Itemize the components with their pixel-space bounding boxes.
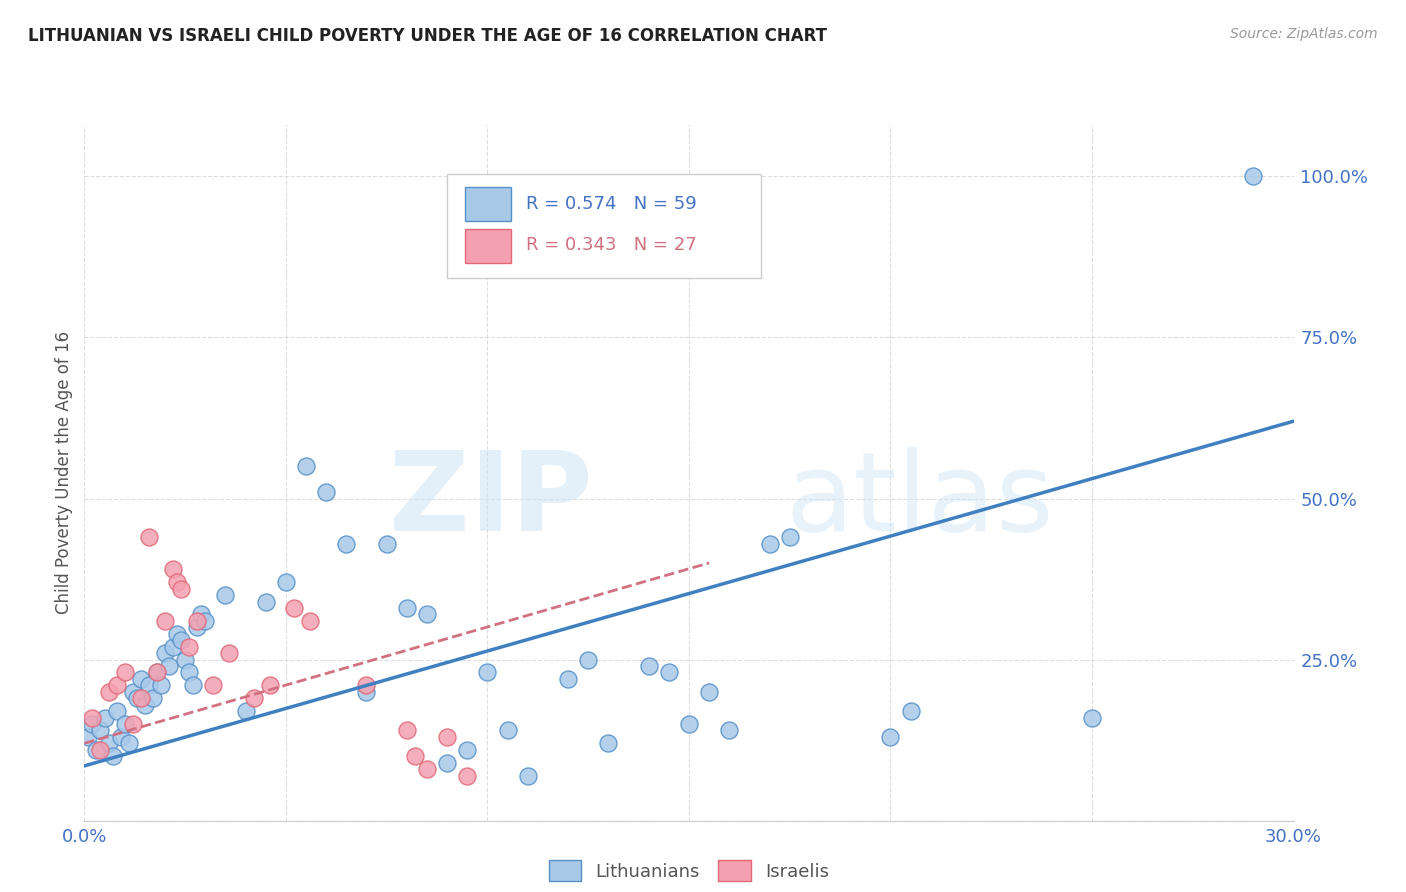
Point [138, 678, 160, 692]
Point [186, 620, 208, 634]
Point [477, 665, 499, 680]
Point [129, 672, 152, 686]
Point [186, 614, 208, 628]
Text: ZIP: ZIP [389, 447, 592, 554]
Point [105, 704, 128, 718]
Point [259, 678, 281, 692]
Point [404, 749, 426, 764]
Point [118, 736, 141, 750]
Point [138, 530, 160, 544]
Point [218, 646, 240, 660]
Point [456, 768, 478, 782]
FancyBboxPatch shape [465, 187, 512, 221]
Point [101, 749, 124, 764]
Point [174, 652, 197, 666]
Point [170, 633, 193, 648]
Point [77, 730, 100, 744]
Point [202, 678, 225, 692]
Point [146, 665, 169, 680]
Point [356, 685, 378, 699]
Point [97, 685, 120, 699]
Point [153, 646, 176, 660]
Point [678, 717, 700, 731]
Point [125, 691, 148, 706]
Point [299, 614, 322, 628]
Point [395, 723, 418, 738]
Point [190, 607, 212, 622]
Point [557, 672, 579, 686]
Point [416, 762, 439, 776]
Point [142, 691, 165, 706]
Point [214, 588, 236, 602]
Point [375, 536, 398, 550]
FancyBboxPatch shape [447, 174, 762, 278]
Point [166, 627, 188, 641]
Point [82, 710, 104, 724]
Point [718, 723, 741, 738]
Point [456, 743, 478, 757]
Point [146, 665, 169, 680]
Point [254, 594, 277, 608]
Point [758, 536, 780, 550]
Point [82, 717, 104, 731]
Point [1241, 169, 1264, 184]
Point [179, 665, 201, 680]
Legend: Lithuanians, Israelis: Lithuanians, Israelis [548, 861, 830, 881]
Text: atlas: atlas [786, 447, 1054, 554]
Point [157, 659, 180, 673]
Point [779, 530, 801, 544]
Point [697, 685, 720, 699]
Point [235, 704, 257, 718]
Point [121, 717, 143, 731]
Point [576, 652, 599, 666]
Point [89, 723, 111, 738]
Point [97, 736, 120, 750]
Point [153, 614, 176, 628]
FancyBboxPatch shape [465, 229, 512, 262]
Point [170, 582, 193, 596]
Point [242, 691, 264, 706]
Point [179, 640, 201, 654]
Point [121, 685, 143, 699]
Point [129, 691, 152, 706]
Text: LITHUANIAN VS ISRAELI CHILD POVERTY UNDER THE AGE OF 16 CORRELATION CHART: LITHUANIAN VS ISRAELI CHILD POVERTY UNDE… [28, 27, 827, 45]
Point [283, 601, 305, 615]
Text: R = 0.574   N = 59: R = 0.574 N = 59 [526, 194, 696, 212]
Point [496, 723, 519, 738]
Point [356, 678, 378, 692]
Point [335, 536, 357, 550]
Point [134, 698, 156, 712]
Point [1081, 710, 1104, 724]
Point [274, 575, 297, 590]
Point [194, 614, 217, 628]
Point [93, 710, 115, 724]
Point [637, 659, 659, 673]
Point [416, 607, 439, 622]
Point [114, 717, 136, 731]
Point [162, 640, 184, 654]
Point [436, 730, 458, 744]
Text: R = 0.343   N = 27: R = 0.343 N = 27 [526, 236, 696, 254]
Point [181, 678, 204, 692]
Point [315, 485, 337, 500]
Point [114, 665, 136, 680]
Point [658, 665, 681, 680]
Point [900, 704, 922, 718]
Point [86, 743, 108, 757]
Point [295, 459, 318, 474]
Y-axis label: Child Poverty Under the Age of 16: Child Poverty Under the Age of 16 [55, 331, 73, 615]
Point [436, 756, 458, 770]
Point [162, 562, 184, 576]
Point [516, 768, 538, 782]
Point [166, 575, 188, 590]
Point [149, 678, 172, 692]
Point [598, 736, 620, 750]
Text: Source: ZipAtlas.com: Source: ZipAtlas.com [1230, 27, 1378, 41]
Point [105, 678, 128, 692]
Point [89, 743, 111, 757]
Point [879, 730, 901, 744]
Point [110, 730, 132, 744]
Point [395, 601, 418, 615]
